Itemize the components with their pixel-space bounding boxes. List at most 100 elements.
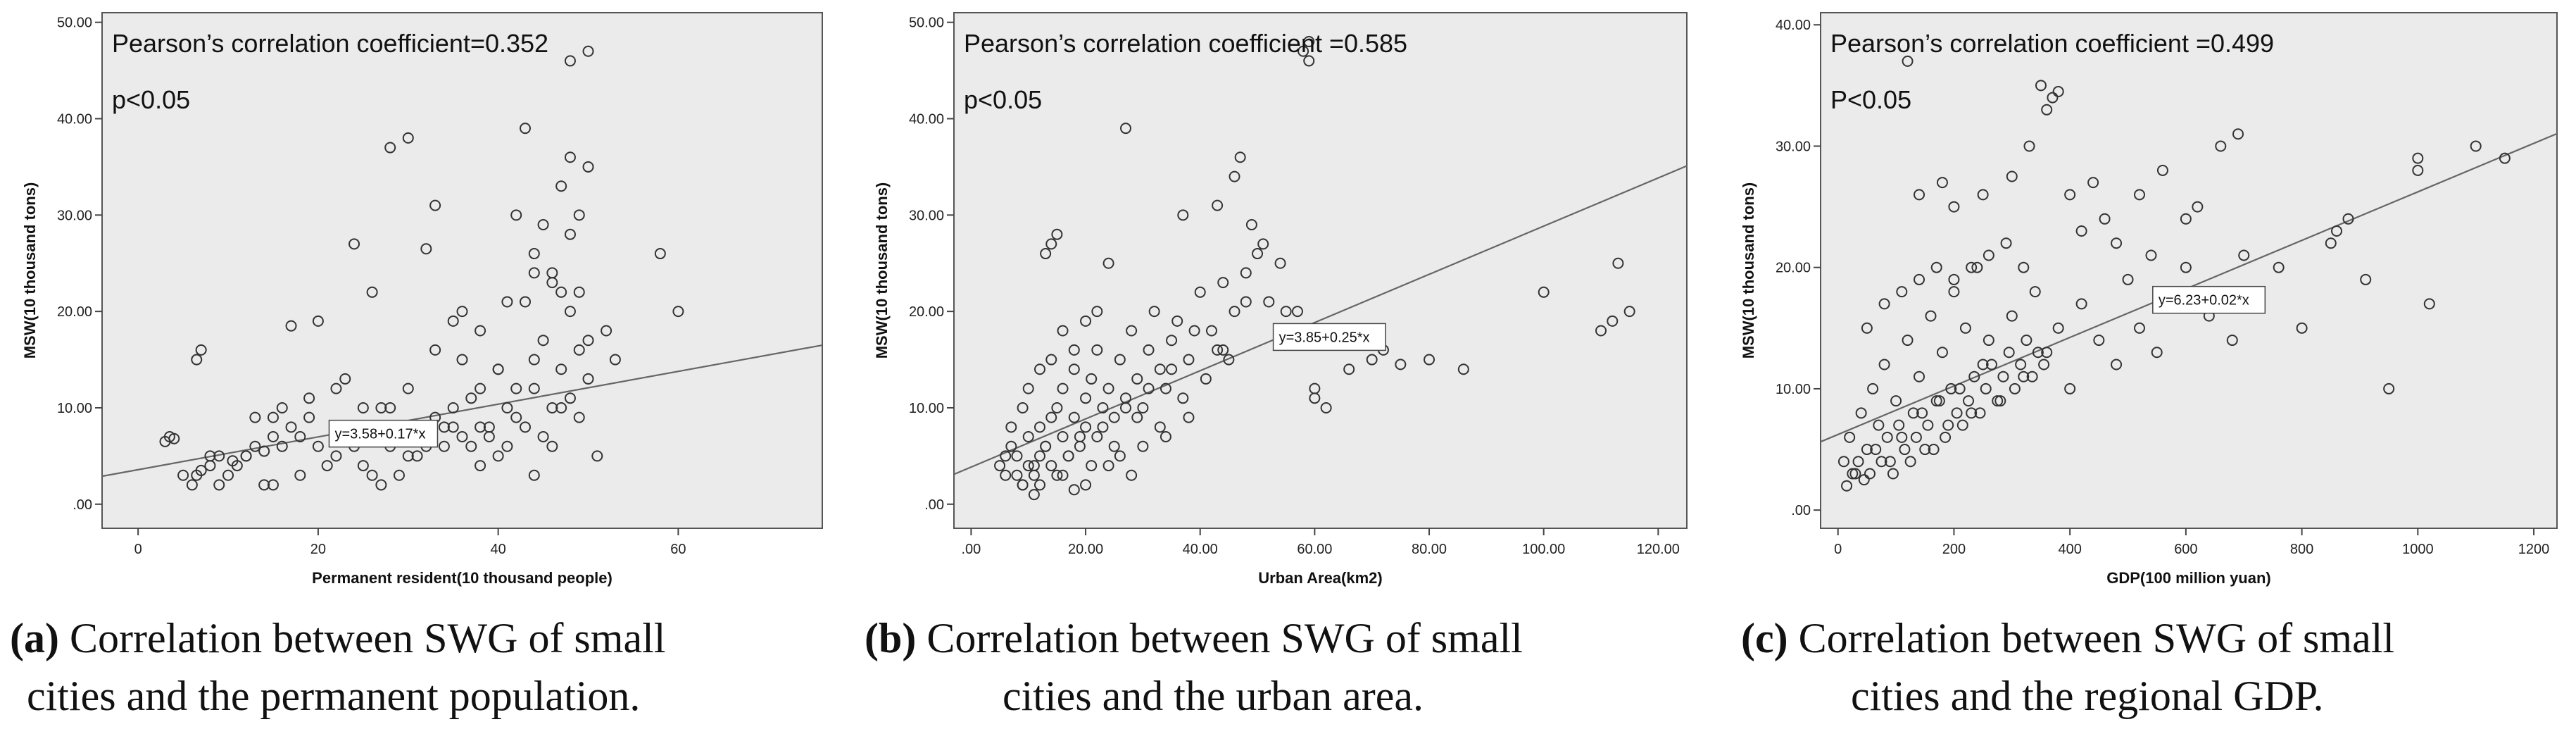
data-point	[2041, 347, 2053, 359]
data-point	[1223, 354, 1235, 366]
data-point	[1068, 484, 1080, 496]
data-point	[1922, 419, 1934, 431]
data-point	[1844, 431, 1856, 443]
data-point	[339, 373, 351, 385]
data-point	[672, 306, 684, 318]
data-point	[267, 411, 279, 423]
data-point	[1240, 296, 1252, 308]
data-point	[2133, 322, 2145, 334]
data-point	[1045, 238, 1057, 250]
data-point	[1091, 344, 1103, 356]
data-point	[1131, 373, 1143, 385]
data-point	[2151, 347, 2163, 359]
y-tick-label: .00	[73, 497, 92, 513]
data-point	[1028, 489, 1040, 501]
data-point	[564, 151, 576, 163]
data-point	[1171, 315, 1183, 327]
x-tick-label: 1200	[2518, 542, 2550, 557]
data-point	[1240, 267, 1252, 279]
data-point	[2038, 359, 2050, 370]
data-point	[2021, 335, 2032, 347]
data-point	[1887, 468, 1899, 480]
data-point	[1234, 151, 1246, 163]
data-point	[1878, 298, 1890, 310]
data-point	[465, 440, 477, 452]
data-point	[564, 228, 576, 240]
data-point	[2047, 92, 2059, 104]
data-point	[402, 382, 414, 394]
data-point	[1086, 373, 1098, 385]
data-point	[1852, 456, 1864, 468]
data-point	[1033, 363, 1045, 375]
data-point	[591, 450, 603, 462]
data-point	[1861, 322, 1873, 334]
x-tick-label: 100.00	[1522, 542, 1565, 557]
data-point	[2232, 128, 2244, 140]
data-point	[1045, 411, 1057, 423]
data-point	[1143, 344, 1155, 356]
data-point	[1873, 419, 1885, 431]
data-point	[1080, 392, 1092, 404]
x-tick-label: 1000	[2402, 542, 2434, 557]
pearson-annotation: Pearson’s correlation coefficient =0.585	[964, 29, 1407, 58]
data-point	[447, 421, 459, 433]
data-point	[2052, 322, 2064, 334]
data-point	[1045, 354, 1057, 366]
data-point	[456, 431, 468, 443]
data-point	[1876, 456, 1887, 468]
data-point	[249, 440, 261, 452]
fit-label-box	[328, 419, 439, 448]
data-point	[258, 479, 270, 491]
p-value-annotation: p<0.05	[964, 85, 1042, 114]
data-point	[1057, 325, 1069, 337]
data-point	[186, 479, 198, 491]
data-point	[2023, 140, 2035, 152]
data-point	[1395, 359, 1407, 370]
data-point	[213, 479, 225, 491]
data-point	[1057, 469, 1069, 481]
data-point	[285, 320, 297, 332]
data-point	[2215, 140, 2227, 152]
caption-line2: cities and the permanent population.	[27, 673, 641, 719]
data-point	[195, 344, 207, 356]
data-point	[1074, 431, 1086, 443]
data-point	[1114, 354, 1126, 366]
data-point	[1841, 480, 1853, 492]
data-point	[1166, 335, 1178, 347]
panel-label: (a)	[10, 615, 59, 661]
plot-area	[953, 12, 1688, 529]
data-point	[1033, 450, 1045, 462]
data-point	[357, 460, 369, 472]
y-tick-label: 10.00	[909, 401, 944, 416]
data-point	[2226, 335, 2238, 347]
data-point	[1977, 189, 1989, 201]
x-tick-label: 0	[134, 542, 142, 557]
data-point	[582, 335, 594, 347]
data-point	[2412, 152, 2424, 164]
caption-c: (c) Correlation between SWG of small cit…	[1741, 609, 2394, 725]
data-point	[276, 401, 288, 413]
data-point	[1183, 354, 1195, 366]
data-point	[1861, 444, 1873, 456]
y-tick-label: 50.00	[909, 15, 944, 31]
data-point	[1870, 444, 1882, 456]
data-point	[294, 469, 306, 481]
y-tick-label: .00	[1791, 503, 1811, 518]
data-point	[1148, 306, 1160, 318]
data-point	[1217, 277, 1229, 289]
panel-label: (c)	[1741, 615, 1788, 661]
data-point	[429, 199, 441, 211]
data-point	[438, 440, 450, 452]
data-point	[2064, 189, 2076, 201]
x-tick-label: 60.00	[1297, 542, 1332, 557]
data-point	[520, 296, 532, 308]
data-point	[555, 363, 567, 375]
data-point	[447, 401, 459, 413]
data-point	[2015, 359, 2027, 370]
data-point	[1612, 257, 1624, 269]
data-point	[384, 142, 396, 154]
data-point	[2325, 237, 2337, 249]
data-point	[375, 401, 387, 413]
data-point	[492, 450, 504, 462]
data-point	[1131, 411, 1143, 423]
